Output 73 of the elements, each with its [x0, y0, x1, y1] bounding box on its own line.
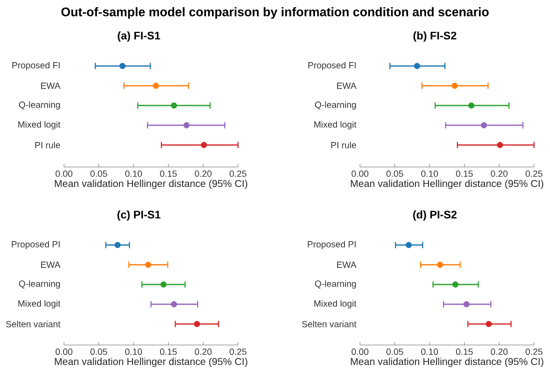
x-tick-label: 0.05: [386, 170, 404, 177]
chart-title: (a) FI-S1: [118, 31, 160, 42]
point: [200, 142, 207, 148]
y-tick-label: Selten variant: [302, 320, 356, 328]
point: [496, 142, 503, 148]
y-tick-label: Q-learning: [19, 101, 60, 110]
x-tick-label: 0.00: [352, 170, 368, 177]
y-tick-label: EWA: [41, 82, 60, 89]
x-tick-label: 0.25: [526, 348, 542, 355]
point: [145, 262, 152, 268]
text: Out-of-sample model comparison by information condition and scenario: [61, 7, 489, 19]
y-tick-label: Proposed PI: [308, 240, 356, 250]
y-tick-label: Selten variant: [6, 320, 60, 328]
y-tick-label: EWA: [41, 262, 60, 268]
y-tick-label: Q-learning: [315, 101, 356, 110]
point: [170, 102, 178, 109]
y-tick-label: Mixed logit: [18, 121, 60, 130]
point: [152, 82, 159, 89]
x-axis-title: Mean validation Hellinger distance (95% CI): [54, 358, 248, 368]
chart-title: (b) FI-S2: [413, 31, 456, 42]
x-tick-label: 0.10: [125, 170, 142, 177]
x-axis-title: Mean validation Hellinger distance (95% CI): [54, 180, 248, 190]
point: [119, 62, 126, 70]
y-tick-label: EWA: [337, 82, 356, 89]
point: [183, 122, 190, 128]
point: [486, 320, 492, 328]
x-tick-label: 0.05: [386, 348, 404, 355]
point: [194, 320, 200, 328]
x-tick-label: 0.15: [160, 348, 177, 355]
point: [452, 82, 458, 89]
point: [436, 262, 444, 268]
point: [406, 242, 412, 248]
x-tick-label: 0.20: [194, 170, 212, 177]
y-tick-label: PI rule: [331, 142, 356, 148]
x-tick-label: 0.20: [490, 170, 508, 177]
x-tick-label: 0.15: [456, 170, 473, 177]
chart-title: (d) PI-S2: [413, 210, 457, 221]
y-tick-label: Mixed logit: [18, 300, 60, 308]
point: [452, 281, 458, 288]
y-tick-label: EWA: [337, 262, 356, 268]
x-tick-label: 0.05: [90, 170, 108, 177]
point: [160, 281, 167, 288]
y-tick-label: Proposed PI: [12, 240, 60, 250]
y-tick-label: PI rule: [35, 142, 60, 148]
y-tick-label: Mixed logit: [314, 300, 356, 308]
chart-title: (c) PI-S1: [117, 210, 160, 221]
x-tick-label: 0.25: [526, 170, 542, 177]
x-tick-label: 0.00: [56, 170, 72, 177]
x-tick-label: 0.00: [352, 348, 368, 355]
y-tick-label: Proposed FI: [308, 62, 356, 70]
x-tick-label: 0.10: [421, 348, 438, 355]
x-tick-label: 0.20: [490, 348, 508, 355]
x-tick-label: 0.00: [56, 348, 72, 355]
point: [170, 301, 178, 308]
point: [414, 62, 420, 70]
point: [463, 301, 470, 308]
y-tick-label: Proposed FI: [12, 62, 60, 70]
x-tick-label: 0.05: [90, 348, 108, 355]
x-tick-label: 0.15: [456, 348, 473, 355]
point: [480, 122, 487, 128]
x-tick-label: 0.10: [421, 170, 438, 177]
x-tick-label: 0.25: [230, 348, 246, 355]
y-tick-label: Q-learning: [19, 280, 60, 289]
point: [114, 242, 121, 248]
x-tick-label: 0.25: [230, 170, 246, 177]
y-tick-label: Q-learning: [315, 280, 356, 289]
y-tick-label: Mixed logit: [314, 121, 356, 130]
x-tick-label: 0.20: [194, 348, 212, 355]
x-axis-title: Mean validation Hellinger distance (95% CI): [350, 180, 544, 190]
point: [468, 102, 474, 109]
x-axis-title: Mean validation Hellinger distance (95% CI): [350, 358, 544, 368]
x-tick-label: 0.10: [125, 348, 142, 355]
x-tick-label: 0.15: [160, 170, 177, 177]
